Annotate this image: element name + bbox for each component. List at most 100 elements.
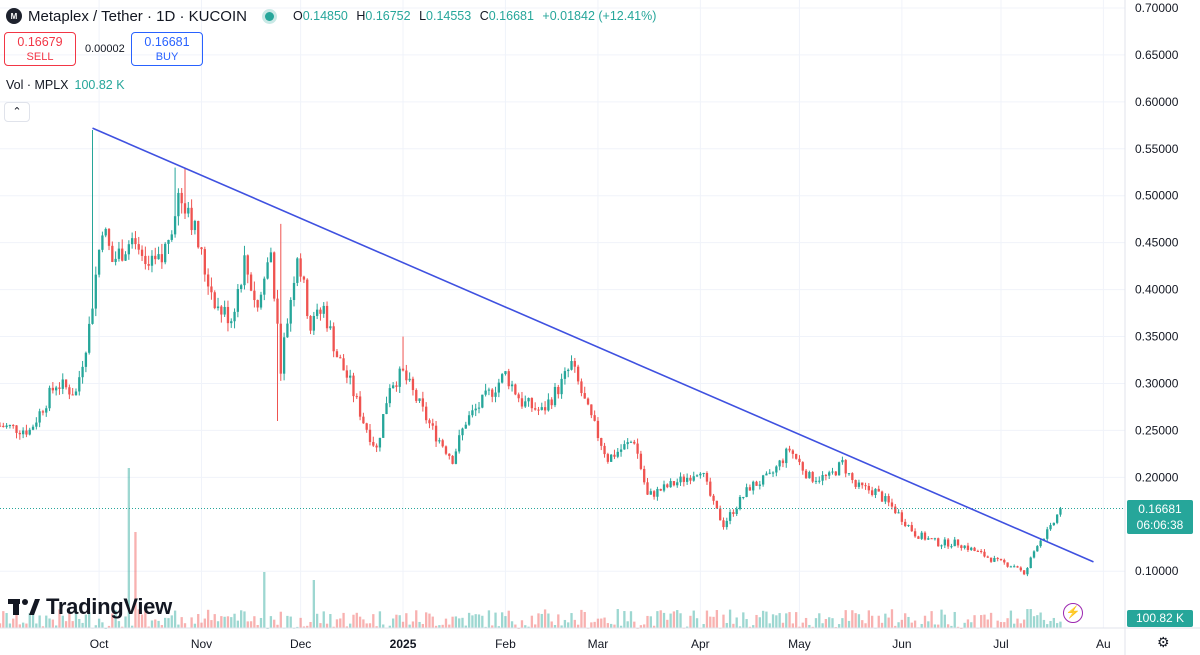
candle-body <box>626 442 629 445</box>
candle-body <box>761 475 765 485</box>
volume-bar <box>814 618 818 628</box>
volume-bar <box>510 621 514 628</box>
candle-body <box>41 411 45 413</box>
candle-body <box>811 472 814 482</box>
lightning-icon[interactable]: ⚡ <box>1063 603 1083 623</box>
volume-bar <box>233 613 236 628</box>
candle-body <box>685 477 689 482</box>
candle-body <box>732 512 735 515</box>
candle-body <box>639 453 643 469</box>
candle-body <box>795 453 798 459</box>
volume-bar <box>438 625 441 628</box>
volume-bar <box>306 625 309 628</box>
candle-body <box>500 374 504 383</box>
sell-button[interactable]: 0.16679 SELL <box>4 32 76 66</box>
candle-body <box>996 558 999 560</box>
candle-body <box>837 462 841 476</box>
candle-body <box>570 361 573 370</box>
volume-bar <box>421 623 425 628</box>
volume-bar <box>200 622 203 628</box>
candle-body <box>170 234 173 240</box>
candle-body <box>365 423 368 430</box>
candle-body <box>999 558 1003 560</box>
volume-bar <box>299 617 302 628</box>
candle-body <box>980 551 983 553</box>
candle-body <box>273 252 276 299</box>
volume-bar <box>629 611 633 628</box>
volume-bar <box>666 619 669 628</box>
volume-bar <box>286 615 289 628</box>
volume-bar <box>58 609 61 628</box>
volume-bar <box>540 613 543 628</box>
candle-body <box>950 546 953 548</box>
candle-body <box>1046 529 1049 539</box>
candle-body <box>520 398 524 407</box>
candle-body <box>124 254 127 261</box>
candle-body <box>524 401 527 407</box>
volume-bar <box>652 625 656 628</box>
collapse-legend-button[interactable]: ⌃ <box>4 102 30 122</box>
symbol-title[interactable]: Metaplex / Tether · 1D · KUCOIN <box>28 7 247 25</box>
candle-body <box>755 481 758 486</box>
volume-bar <box>1039 612 1042 628</box>
candle-body <box>930 538 933 540</box>
volume-bar <box>633 621 636 628</box>
candle-body <box>74 391 78 396</box>
volume-bar <box>31 610 35 628</box>
volume-bar <box>48 618 51 628</box>
candle-body <box>130 238 134 245</box>
volume-bar <box>448 624 451 628</box>
candle-body <box>623 444 626 450</box>
candle-body <box>28 429 31 435</box>
candle-body <box>636 443 639 454</box>
volume-bar <box>342 612 345 628</box>
trendline <box>92 127 1094 563</box>
candle-body <box>530 398 534 409</box>
volume-bar <box>164 617 167 628</box>
volume-bar <box>64 621 68 628</box>
candle-body <box>510 384 514 387</box>
candle-body <box>649 491 652 495</box>
buy-button[interactable]: 0.16681 BUY <box>131 32 203 66</box>
candle-body <box>963 545 966 549</box>
volume-bar <box>980 615 983 628</box>
candle-body <box>322 305 325 314</box>
candle-body <box>537 409 540 411</box>
volume-bar <box>71 621 74 628</box>
volume-bar <box>537 613 540 628</box>
candle-body <box>593 415 596 421</box>
candle-body <box>610 454 613 462</box>
candle-body <box>299 258 302 277</box>
candle-body <box>216 306 220 309</box>
volume-bar <box>451 616 454 628</box>
volume-bar <box>256 624 259 628</box>
candle-body <box>431 423 434 426</box>
candle-body <box>917 536 920 539</box>
candle-body <box>147 264 150 266</box>
candle-body <box>910 525 913 532</box>
volume-bar <box>603 617 606 628</box>
candle-body <box>976 550 980 552</box>
chart-header: M Metaplex / Tether · 1D · KUCOIN O0.148… <box>6 4 656 28</box>
candle-body <box>137 244 140 250</box>
candle-body <box>652 491 656 497</box>
volume-bar <box>801 622 804 628</box>
volume-bar <box>319 623 322 628</box>
candle-body <box>785 448 788 464</box>
volume-bar <box>454 616 458 628</box>
candle-body <box>616 451 619 457</box>
candle-body <box>563 371 567 379</box>
volume-badge: 100.82 K <box>1127 610 1193 627</box>
volume-bar <box>398 615 401 628</box>
volume-bar <box>408 624 411 628</box>
candle-body <box>933 538 937 540</box>
volume-bar <box>940 609 943 628</box>
volume-bar <box>190 617 193 628</box>
candle-body <box>619 449 623 452</box>
candle-body <box>989 557 993 562</box>
settings-gear-icon[interactable]: ⚙ <box>1157 634 1170 650</box>
candle-body <box>943 539 946 546</box>
volume-bar <box>923 615 927 628</box>
candle-body <box>946 539 950 547</box>
